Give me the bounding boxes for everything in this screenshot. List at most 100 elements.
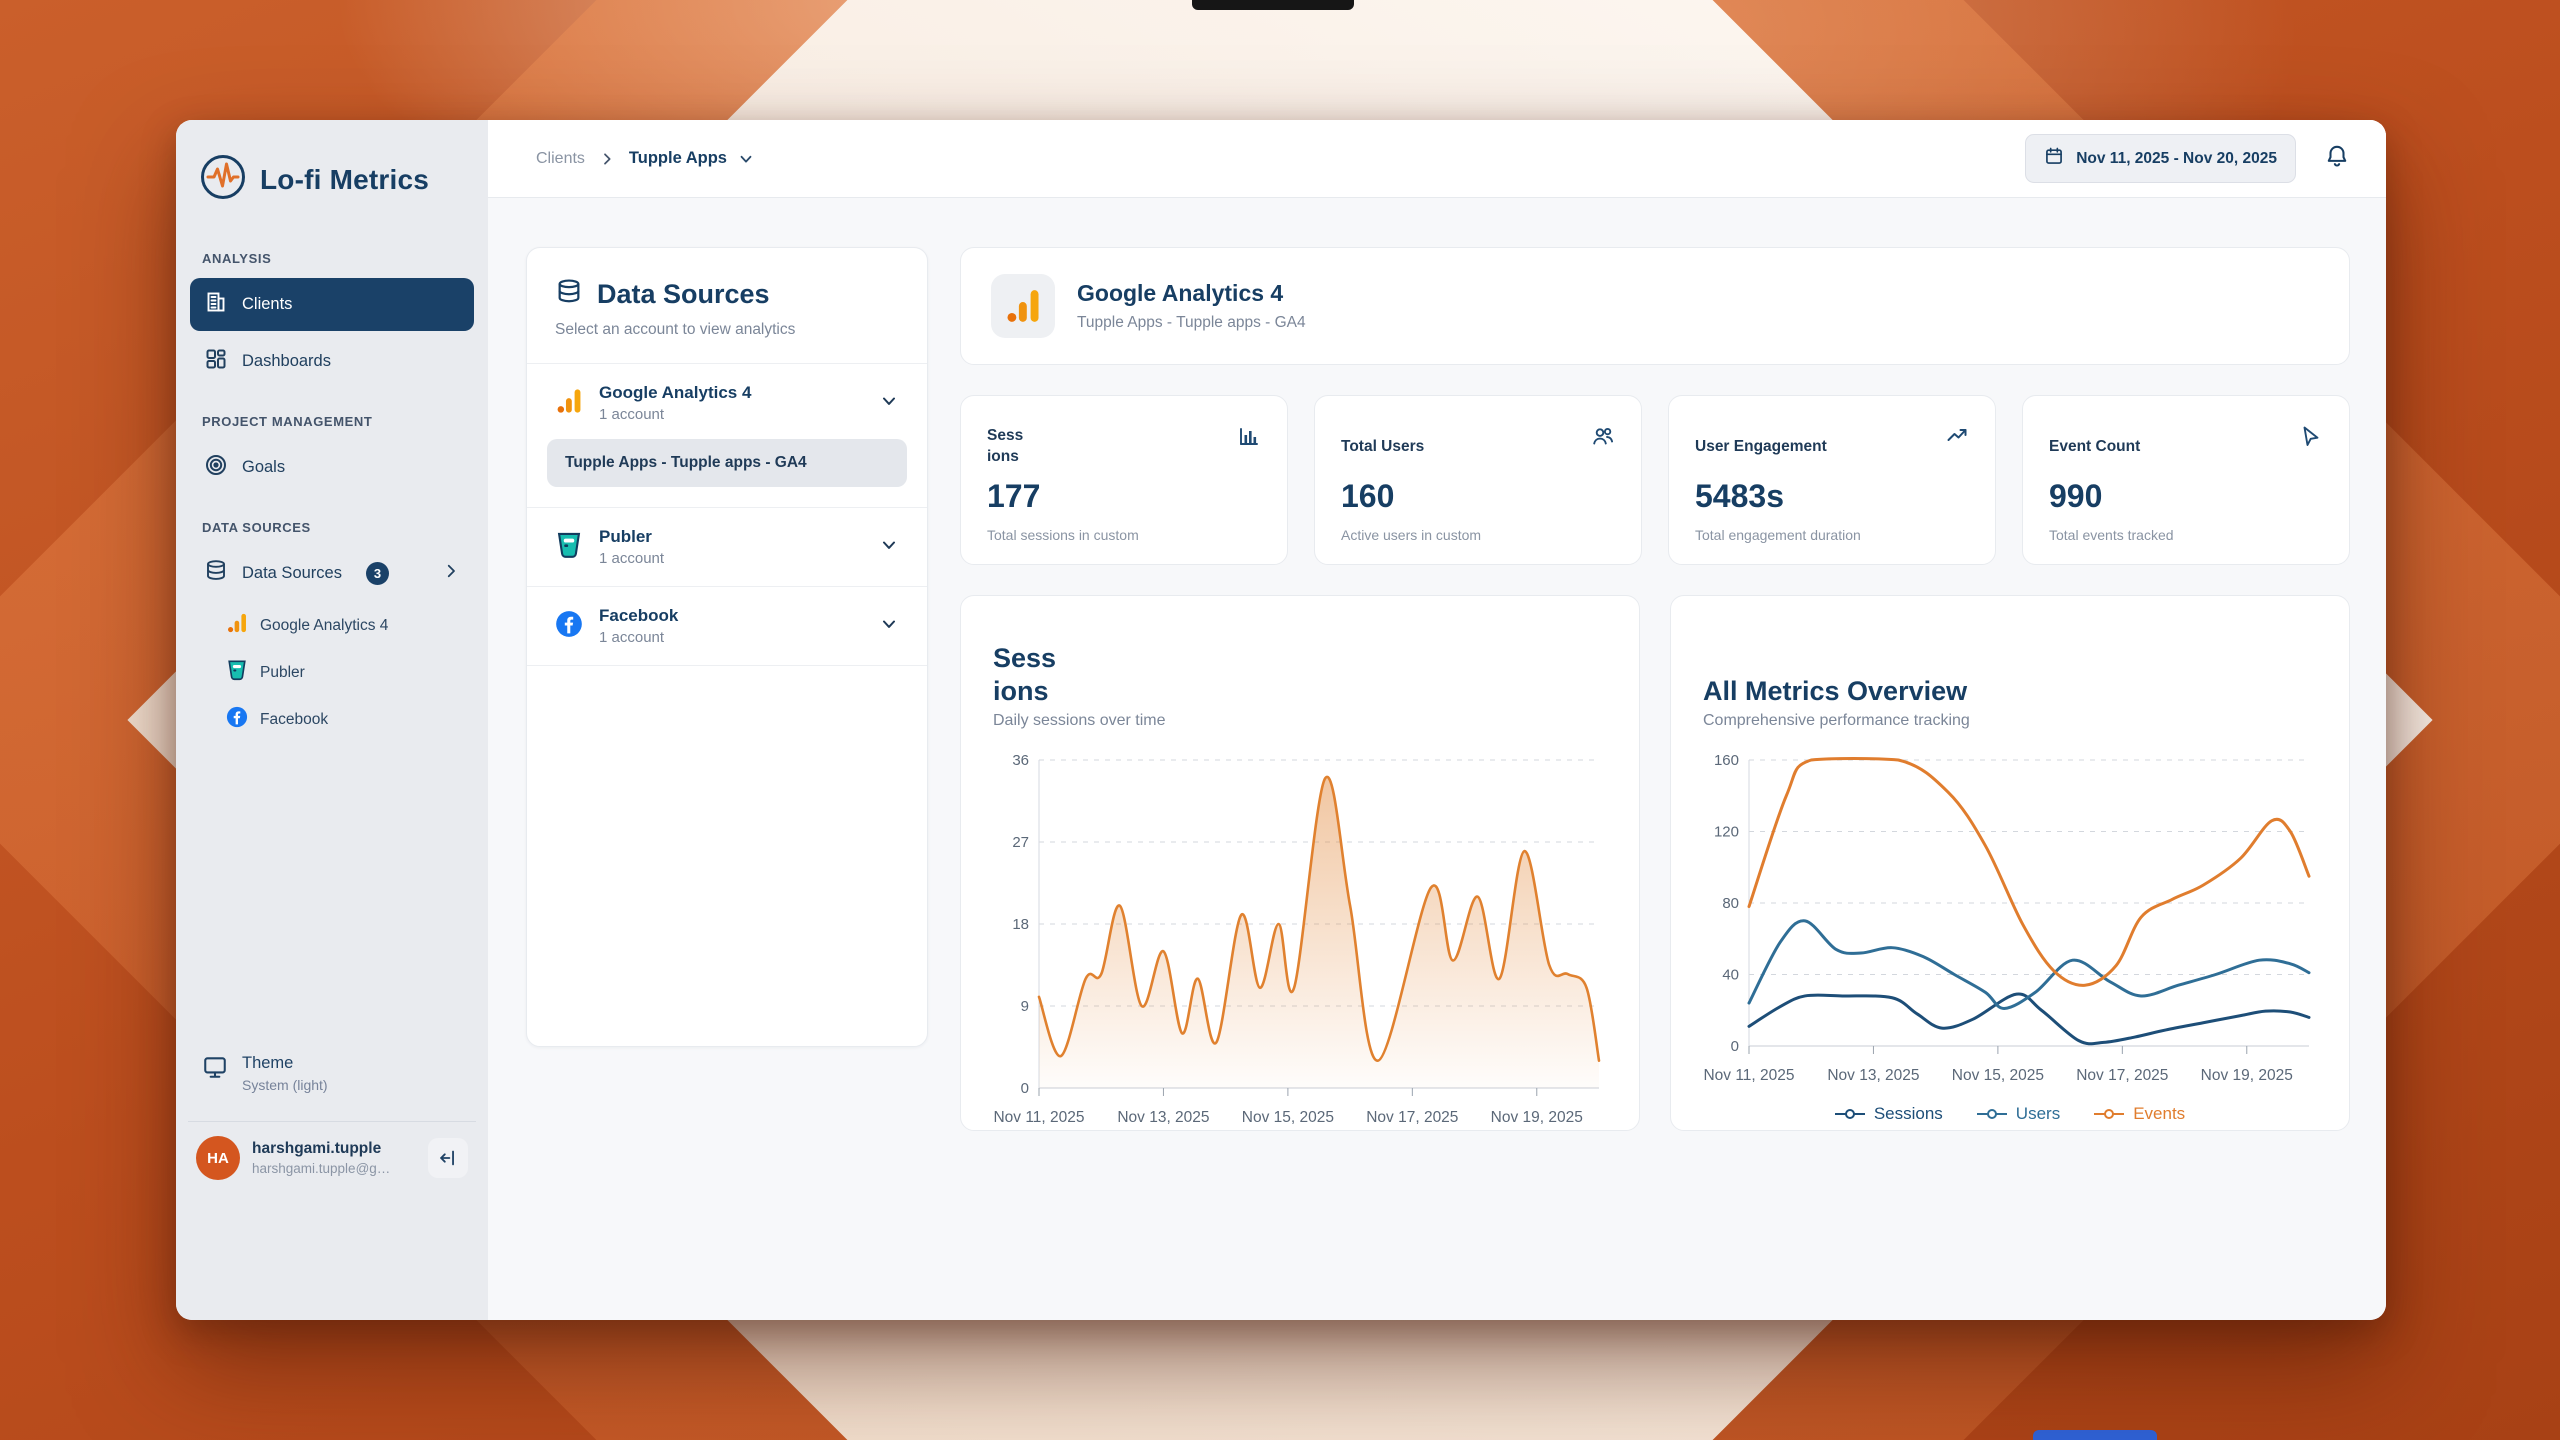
metric-card-user-engagement: User Engagement 5483s Total engagement d…: [1668, 395, 1996, 565]
content-area: Data Sources Select an account to view a…: [488, 198, 2386, 1320]
banner-subtitle: Tupple Apps - Tupple apps - GA4: [1077, 314, 1306, 331]
svg-text:Nov 17, 2025: Nov 17, 2025: [1366, 1109, 1458, 1126]
svg-text:0: 0: [1731, 1038, 1739, 1055]
divider: [527, 665, 927, 666]
sidebar-item-goals[interactable]: Goals: [190, 441, 474, 494]
chevron-down-icon[interactable]: [879, 535, 899, 560]
app-name: Lo-fi Metrics: [260, 163, 430, 195]
user-account[interactable]: HA harshgami.tupple harshgami.tupple@gma…: [188, 1121, 476, 1180]
breadcrumb-current-client[interactable]: Tupple Apps: [628, 149, 727, 167]
sidebar-item-dashboards[interactable]: Dashboards: [190, 335, 474, 388]
trending-up-icon: [1945, 424, 1969, 453]
sidebar-subitem-publer[interactable]: Publer: [212, 649, 474, 696]
metric-title: Total Users: [1341, 437, 1425, 455]
sidebar-subitem-google-analytics[interactable]: Google Analytics 4: [212, 602, 474, 649]
theme-toggle[interactable]: Theme System (light): [176, 1042, 488, 1105]
app-logo: Lo-fi Metrics: [176, 120, 488, 227]
svg-text:Nov 17, 2025: Nov 17, 2025: [2076, 1067, 2168, 1084]
metric-caption: Total events tracked: [2049, 527, 2174, 543]
legend-item-events[interactable]: Events: [2094, 1104, 2185, 1124]
breadcrumb-clients[interactable]: Clients: [536, 149, 585, 167]
svg-text:Nov 13, 2025: Nov 13, 2025: [1827, 1067, 1919, 1084]
legend-item-users[interactable]: Users: [1976, 1104, 2060, 1124]
metric-caption: Active users in custom: [1341, 527, 1482, 543]
metric-card-event-count: Event Count 990 Total events tracked: [2022, 395, 2350, 565]
chart-legend: Sessions Users Events: [1703, 1104, 2317, 1124]
user-email: harshgami.tupple@gmail....: [252, 1161, 400, 1176]
app-window: Lo-fi Metrics ANALYSIS Clients: [176, 120, 2386, 1320]
chevron-down-icon[interactable]: [879, 391, 899, 416]
calendar-icon: [2044, 146, 2064, 171]
metric-title: User Engagement: [1695, 437, 1827, 455]
google-analytics-icon: [991, 274, 1055, 338]
chevron-right-icon: [599, 151, 615, 167]
selected-account-pill[interactable]: Tupple Apps - Tupple apps - GA4: [547, 439, 907, 487]
source-name: Google Analytics 4: [599, 383, 752, 402]
sidebar-subitem-label: Google Analytics 4: [260, 616, 389, 634]
chart-subtitle: Comprehensive performance tracking: [1703, 712, 1970, 729]
source-name: Facebook: [599, 606, 679, 625]
svg-text:Nov 11, 2025: Nov 11, 2025: [1703, 1067, 1794, 1084]
svg-text:9: 9: [1021, 998, 1029, 1015]
main-area: Clients Tupple Apps: [488, 120, 2386, 1320]
date-range-value: Nov 11, 2025 - Nov 20, 2025: [2076, 149, 2277, 167]
metric-caption: Total sessions in custom: [987, 527, 1139, 543]
section-label-data-sources: DATA SOURCES: [202, 520, 311, 535]
svg-text:80: 80: [1722, 895, 1739, 912]
metric-title: Sessions: [987, 427, 1024, 465]
panel-title: Data Sources: [597, 279, 770, 309]
svg-text:Nov 19, 2025: Nov 19, 2025: [2201, 1067, 2293, 1084]
publer-icon: [226, 659, 248, 686]
bar-chart-icon: [1237, 424, 1261, 453]
svg-text:Nov 11, 2025: Nov 11, 2025: [993, 1109, 1084, 1126]
google-analytics-icon: [226, 612, 248, 639]
source-row-publer[interactable]: Publer 1 account: [527, 508, 927, 586]
svg-text:Nov 15, 2025: Nov 15, 2025: [1242, 1109, 1334, 1126]
source-account-count: 1 account: [599, 629, 665, 646]
data-sources-panel: Data Sources Select an account to view a…: [526, 247, 928, 1047]
metric-value: 160: [1341, 478, 1395, 514]
all-metrics-line-chart: 0 40 80 120 160 Nov 11, 2025 Nov 13, 2025 Nov 1…: [1703, 752, 2311, 1084]
all-metrics-chart-card: All Metrics Overview Comprehensive perfo…: [1670, 595, 2350, 1131]
facebook-icon: [555, 610, 583, 643]
users-icon: [1591, 424, 1615, 453]
chevron-right-icon[interactable]: [442, 562, 460, 585]
sidebar-item-data-sources[interactable]: Data Sources 3: [190, 547, 474, 600]
svg-text:36: 36: [1012, 752, 1029, 769]
divider: [527, 507, 927, 508]
legend-item-sessions[interactable]: Sessions: [1834, 1104, 1943, 1124]
waveform-logo-icon: [200, 154, 246, 205]
sessions-area-chart: 0 9 18 27 36 Nov 11, 2025 Nov 13, 2025 Nov 15, …: [993, 752, 1601, 1126]
svg-text:27: 27: [1012, 834, 1029, 851]
metric-title: Event Count: [2049, 437, 2141, 455]
metric-value: 5483s: [1695, 478, 1784, 514]
svg-text:160: 160: [1714, 752, 1739, 769]
date-range-picker[interactable]: Nov 11, 2025 - Nov 20, 2025: [2025, 134, 2296, 183]
source-name: Publer: [599, 527, 652, 546]
sidebar-subitem-facebook[interactable]: Facebook: [212, 696, 474, 743]
svg-text:40: 40: [1722, 967, 1739, 984]
svg-text:0: 0: [1021, 1080, 1029, 1097]
chevron-down-icon[interactable]: [879, 614, 899, 639]
google-analytics-icon: [555, 387, 583, 420]
database-icon: [555, 278, 583, 311]
metric-value: 177: [987, 478, 1041, 514]
database-icon: [204, 559, 228, 588]
notifications-bell-icon[interactable]: [2324, 143, 2350, 174]
sidebar-item-label: Dashboards: [242, 352, 331, 370]
sidebar-collapse-button[interactable]: [428, 1138, 468, 1178]
sidebar-item-label: Goals: [242, 458, 286, 476]
legend-marker-icon: [2094, 1109, 2125, 1119]
sidebar-item-clients[interactable]: Clients: [190, 278, 474, 331]
panel-subtitle: Select an account to view analytics: [555, 321, 796, 338]
legend-marker-icon: [1976, 1109, 2007, 1119]
dashboard-grid-icon: [204, 347, 228, 376]
source-row-google-analytics[interactable]: Google Analytics 4 1 account: [527, 364, 927, 437]
sessions-chart-card: Sessions Daily sessions over time 0 9 18 27…: [960, 595, 1640, 1131]
analytics-column: Google Analytics 4 Tupple Apps - Tupple …: [960, 247, 2350, 1131]
source-row-facebook[interactable]: Facebook 1 account: [527, 587, 927, 665]
chevron-down-icon[interactable]: [737, 150, 755, 168]
charts-row: Sessions Daily sessions over time 0 9 18 27…: [960, 595, 2350, 1131]
facebook-icon: [226, 706, 248, 733]
sidebar-footer: Theme System (light) HA harshgami.tupple…: [176, 1042, 488, 1320]
